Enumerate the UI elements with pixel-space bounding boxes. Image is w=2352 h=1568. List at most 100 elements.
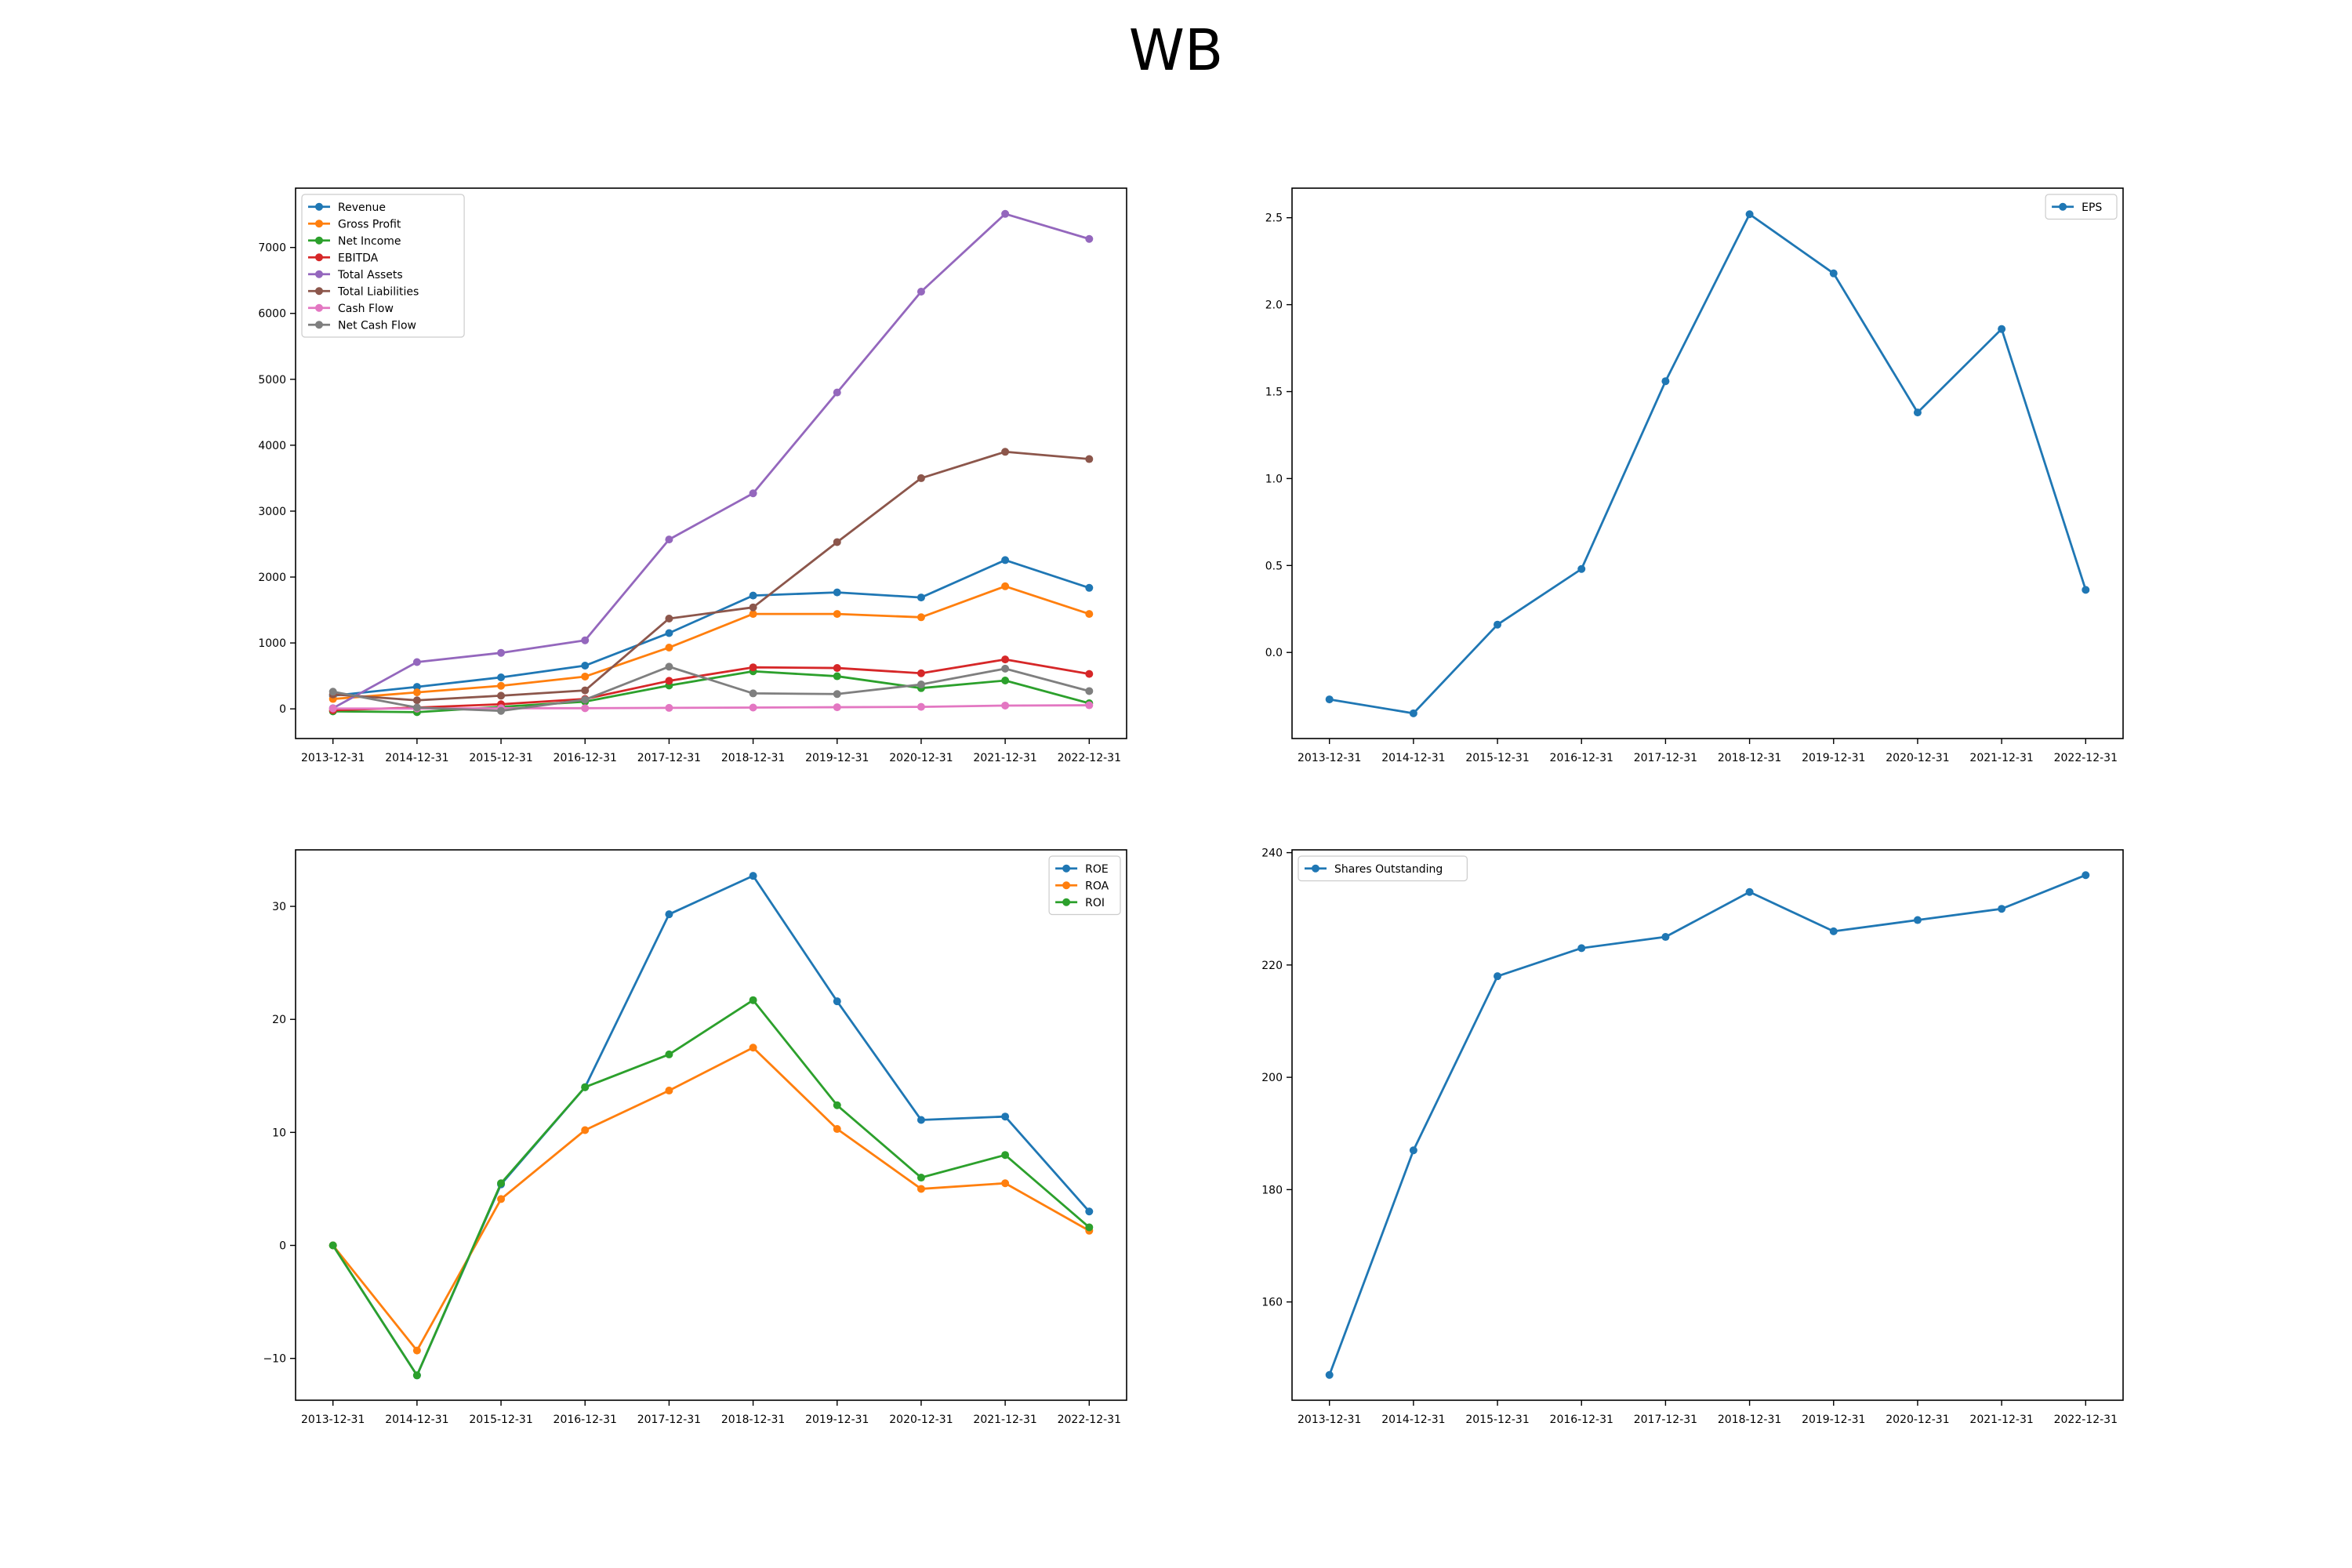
x-tick-label: 2014-12-31 (1381, 1414, 1445, 1426)
data-point (1085, 610, 1094, 619)
data-point (665, 1087, 673, 1095)
x-tick-label: 2021-12-31 (1969, 1414, 2033, 1426)
x-tick-label: 2016-12-31 (554, 752, 617, 764)
data-point (328, 688, 337, 696)
data-point (749, 663, 757, 672)
series-line-ebitda (332, 658, 1090, 712)
data-point (665, 910, 673, 919)
data-point (1325, 1370, 1334, 1379)
legend-marker (315, 202, 323, 211)
legend: ROE ROA ROI (1048, 855, 1121, 916)
chart-1: 2013-12-31 2014-12-31 2015-12-31 2016-12-31… (258, 187, 1127, 764)
data-point (497, 1195, 506, 1203)
x-tick-label: 2019-12-31 (805, 1414, 869, 1426)
x-tick-label: 2016-12-31 (1550, 752, 1613, 764)
data-point (1085, 583, 1094, 592)
series-line-total-assets (332, 212, 1090, 710)
chart-3: 2013-12-31 2014-12-31 2015-12-31 2016-12-31… (263, 849, 1127, 1426)
y-tick-label: 0 (279, 703, 286, 716)
data-point (412, 688, 421, 697)
data-point (497, 648, 506, 657)
data-point (1998, 325, 2006, 333)
x-tick-label: 2018-12-31 (1718, 1414, 1781, 1426)
data-point (1085, 1223, 1094, 1232)
legend-marker (1062, 864, 1071, 873)
data-point (2082, 586, 2090, 594)
y-tick-label: 3000 (258, 506, 286, 518)
legend-frame (2045, 194, 2118, 220)
data-point (665, 643, 673, 652)
x-tick-label: 2014-12-31 (1381, 752, 1445, 764)
data-point (1409, 1146, 1417, 1155)
data-point (916, 613, 925, 622)
x-tick-label: 2015-12-31 (1465, 752, 1529, 764)
data-point (916, 1185, 925, 1193)
data-point (1829, 927, 1838, 935)
data-point (412, 1346, 421, 1355)
x-tick-label: 2015-12-31 (1465, 1414, 1529, 1426)
x-tick-label: 2020-12-31 (1886, 1414, 1949, 1426)
data-point (749, 1044, 757, 1052)
y-tick-label: 0.5 (1265, 560, 1283, 572)
x-tick-label: 2017-12-31 (637, 1414, 701, 1426)
data-point (916, 702, 925, 711)
x-tick-label: 2018-12-31 (721, 752, 785, 764)
x-tick-label: 2018-12-31 (721, 1414, 785, 1426)
data-point (1085, 234, 1094, 243)
data-point (1001, 701, 1010, 710)
data-point (833, 703, 841, 712)
data-point (1001, 582, 1010, 590)
legend-label: ROI (1085, 897, 1105, 909)
y-tick-label: 4000 (258, 440, 286, 452)
legend-marker (315, 236, 323, 245)
data-point (665, 614, 673, 622)
data-point (581, 672, 590, 681)
y-tick-label: 6000 (258, 308, 286, 321)
legend-marker (315, 321, 323, 329)
data-point (1829, 269, 1838, 278)
legend-marker (315, 253, 323, 262)
data-point (665, 703, 673, 712)
legend-label: Gross Profit (338, 218, 401, 230)
legend-marker (315, 287, 323, 296)
data-point (1745, 887, 1754, 896)
x-tick-label: 2019-12-31 (805, 752, 869, 764)
data-point (1001, 1179, 1010, 1188)
data-point (833, 388, 841, 397)
x-tick-label: 2015-12-31 (469, 752, 532, 764)
legend-marker (1062, 881, 1071, 890)
y-tick-label: 180 (1261, 1184, 1283, 1196)
data-point (833, 997, 841, 1006)
series-line-net-cash-flow (332, 665, 1090, 713)
data-point (833, 1125, 841, 1134)
x-tick-label: 2017-12-31 (637, 752, 701, 764)
data-point (833, 690, 841, 699)
data-point (916, 1116, 925, 1124)
series-line-shares-outstanding (1328, 873, 2086, 1376)
x-tick-label: 2013-12-31 (301, 1414, 365, 1426)
x-tick-label: 2017-12-31 (1634, 752, 1697, 764)
x-tick-label: 2018-12-31 (1718, 752, 1781, 764)
legend-marker (1312, 864, 1319, 873)
data-point (1085, 687, 1094, 695)
data-point (1001, 209, 1010, 218)
legend-label: EBITDA (338, 252, 379, 264)
x-tick-label: 2022-12-31 (2054, 752, 2118, 764)
data-point (1661, 377, 1670, 386)
data-point (1913, 916, 1922, 924)
y-tick-label: 7000 (258, 242, 286, 255)
data-point (412, 696, 421, 705)
data-point (1001, 556, 1010, 564)
data-point (581, 704, 590, 713)
legend-label: ROE (1085, 863, 1109, 876)
data-point (1661, 933, 1670, 942)
data-point (2082, 871, 2090, 880)
legend-frame (1298, 855, 1468, 882)
data-point (581, 686, 590, 695)
data-point (328, 1241, 337, 1250)
x-tick-label: 2021-12-31 (973, 752, 1036, 764)
y-tick-label: 200 (1261, 1072, 1283, 1084)
x-tick-label: 2021-12-31 (973, 1414, 1036, 1426)
legend-label: Total Assets (337, 269, 403, 281)
